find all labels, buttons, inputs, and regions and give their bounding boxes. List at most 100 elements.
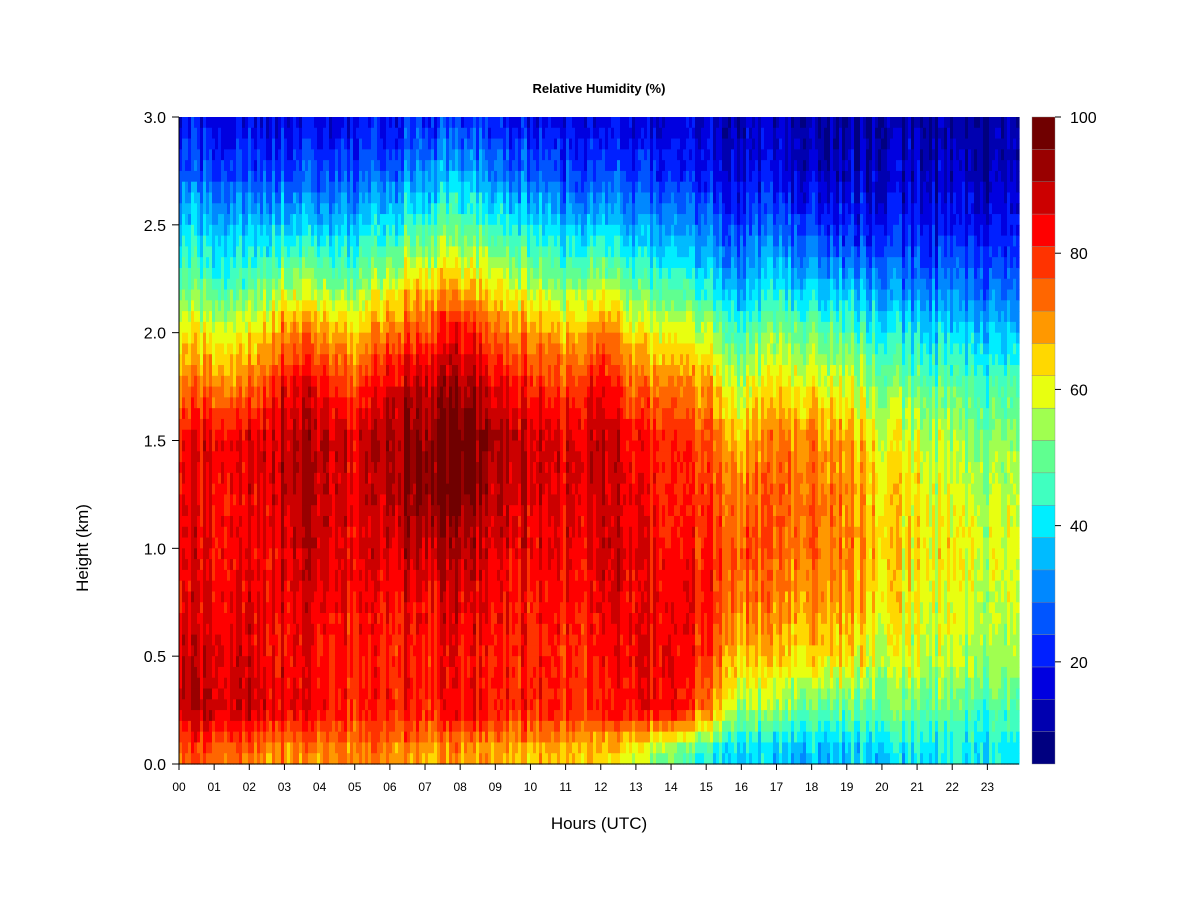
heatmap-cell xyxy=(404,483,408,496)
heatmap-cell xyxy=(215,645,219,657)
heatmap-cell xyxy=(410,699,414,711)
heatmap-cell xyxy=(239,634,243,646)
heatmap-cell xyxy=(332,451,336,463)
heatmap-cell xyxy=(209,418,213,431)
heatmap-cell xyxy=(374,645,378,657)
heatmap-cell xyxy=(272,138,276,150)
heatmap-cell xyxy=(206,257,210,269)
heatmap-cell xyxy=(383,365,387,377)
heatmap-cell xyxy=(299,656,303,668)
heatmap-cell xyxy=(329,127,333,140)
heatmap-cell xyxy=(179,386,183,398)
heatmap-cell xyxy=(242,397,246,409)
heatmap-cell xyxy=(245,300,249,312)
heatmap-cell xyxy=(260,192,264,204)
heatmap-cell xyxy=(383,494,387,506)
heatmap-cell xyxy=(407,623,411,636)
heatmap-cell xyxy=(257,365,261,377)
heatmap-cell xyxy=(350,224,354,237)
heatmap-cell xyxy=(377,332,381,345)
heatmap-cell xyxy=(218,677,222,690)
heatmap-cell xyxy=(272,429,276,442)
heatmap-cell xyxy=(371,634,375,646)
heatmap-cell xyxy=(389,451,393,463)
heatmap-cell xyxy=(188,451,192,463)
heatmap-cell xyxy=(332,311,336,323)
heatmap-cell xyxy=(254,354,258,366)
heatmap-cell xyxy=(356,321,360,334)
heatmap-cell xyxy=(212,494,216,506)
heatmap-cell xyxy=(221,160,225,172)
heatmap-cell xyxy=(218,397,222,409)
heatmap-cell xyxy=(269,688,273,700)
heatmap-cell xyxy=(314,127,318,140)
heatmap-cell xyxy=(407,710,411,722)
heatmap-cell xyxy=(275,170,279,183)
heatmap-cell xyxy=(377,688,381,700)
heatmap-cell xyxy=(200,580,204,593)
heatmap-cell xyxy=(335,257,339,269)
heatmap-cell xyxy=(407,278,411,291)
heatmap-cell xyxy=(356,408,360,420)
heatmap-cell xyxy=(215,138,219,150)
heatmap-cell xyxy=(218,591,222,603)
heatmap-cell xyxy=(242,267,246,280)
heatmap-cell xyxy=(386,278,390,291)
heatmap-cell xyxy=(308,235,312,247)
heatmap-cell xyxy=(323,235,327,247)
heatmap-cell xyxy=(227,559,231,571)
heatmap-cell xyxy=(380,289,384,301)
heatmap-cell xyxy=(398,645,402,657)
heatmap-cell xyxy=(314,580,318,593)
heatmap-cell xyxy=(296,483,300,496)
heatmap-cell xyxy=(233,365,237,377)
heatmap-cell xyxy=(380,386,384,398)
heatmap-cell xyxy=(335,742,339,754)
heatmap-cell xyxy=(302,160,306,172)
heatmap-cell xyxy=(422,127,426,140)
heatmap-cell xyxy=(206,214,210,226)
heatmap-cell xyxy=(182,246,186,258)
heatmap-cell xyxy=(293,214,297,226)
heatmap-cell xyxy=(326,656,330,668)
heatmap-cell xyxy=(230,483,234,496)
heatmap-cell xyxy=(326,677,330,690)
heatmap-cell xyxy=(398,365,402,377)
heatmap-cell xyxy=(278,127,282,140)
heatmap-cell xyxy=(299,613,303,625)
heatmap-cell xyxy=(293,354,297,366)
heatmap-cell xyxy=(329,267,333,280)
heatmap-cell xyxy=(383,418,387,431)
heatmap-cell xyxy=(197,710,201,722)
heatmap-cell xyxy=(299,462,303,474)
heatmap-cell xyxy=(179,354,183,366)
heatmap-cell xyxy=(179,332,183,345)
heatmap-cell xyxy=(257,462,261,474)
heatmap-cell xyxy=(257,537,261,549)
heatmap-cell xyxy=(401,494,405,506)
heatmap-cell xyxy=(314,688,318,700)
heatmap-cell xyxy=(323,472,327,485)
heatmap-cell xyxy=(368,181,372,194)
heatmap-cell xyxy=(371,375,375,388)
heatmap-cell xyxy=(236,494,240,506)
heatmap-cell xyxy=(224,548,228,560)
heatmap-cell xyxy=(368,149,372,161)
heatmap-cell xyxy=(299,526,303,539)
heatmap-cell xyxy=(317,742,321,754)
heatmap-cell xyxy=(203,537,207,549)
heatmap-cell xyxy=(245,645,249,657)
heatmap-cell xyxy=(200,408,204,420)
heatmap-cell xyxy=(374,149,378,161)
heatmap-cell xyxy=(218,289,222,301)
heatmap-cell xyxy=(365,278,369,291)
heatmap-cell xyxy=(329,591,333,603)
heatmap-cell xyxy=(272,591,276,603)
heatmap-cell xyxy=(269,634,273,646)
heatmap-cell xyxy=(257,397,261,409)
heatmap-cell xyxy=(344,580,348,593)
heatmap-cell xyxy=(314,267,318,280)
heatmap-cell xyxy=(248,138,252,150)
heatmap-cell xyxy=(218,214,222,226)
heatmap-cell xyxy=(215,170,219,183)
